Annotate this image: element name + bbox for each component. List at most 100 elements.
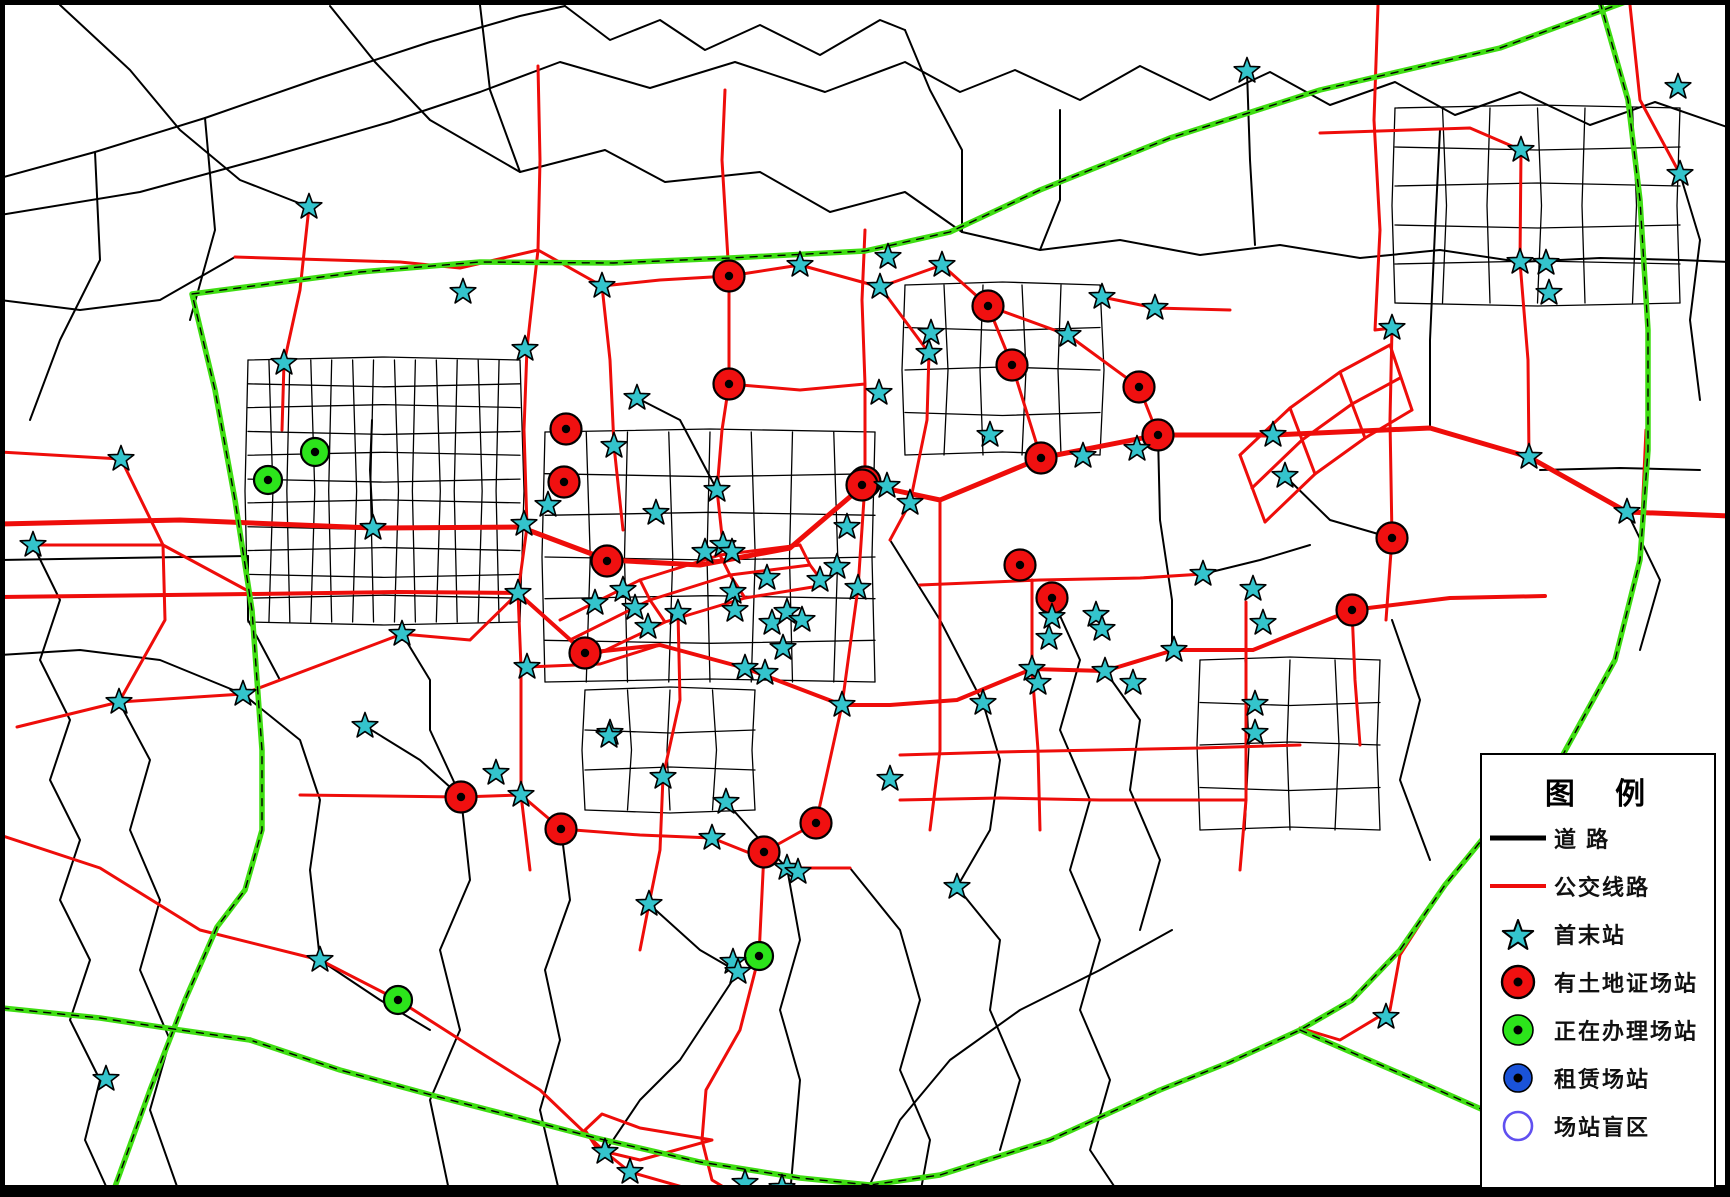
legend-item-label: 首末站 — [1554, 922, 1627, 948]
road-line — [849, 867, 931, 1196]
road-line — [429, 796, 471, 1196]
depot-land-certificate-marker — [1122, 370, 1156, 404]
depot-land-certificate-marker — [544, 812, 578, 846]
depot-land-certificate-marker — [549, 412, 583, 446]
bus-route-line — [1238, 600, 1248, 872]
bus-route-line — [638, 578, 667, 624]
legend-symbol — [1482, 866, 1554, 906]
road-grid-line — [1199, 786, 1381, 792]
bus-route-line — [898, 743, 1302, 757]
terminal-station-star-marker — [786, 250, 814, 277]
bus-route-line — [15, 591, 520, 729]
road-grid-line — [1486, 107, 1491, 304]
road-line — [364, 725, 462, 798]
terminal-station-star-marker — [609, 575, 637, 602]
legend-item-depot-leased: 租赁场站 — [1482, 1054, 1714, 1101]
terminal-station-star-marker — [721, 595, 749, 622]
legend-title: 图 例 — [1544, 778, 1662, 811]
terminal-station-star-marker — [642, 498, 670, 525]
bus-route-line — [1250, 376, 1402, 490]
terminal-station-star-marker — [1035, 623, 1063, 650]
terminal-station-star-marker — [591, 1137, 619, 1164]
road-grid-line — [666, 689, 671, 811]
bus-route-line — [1384, 326, 1394, 622]
terminal-station-star-marker — [635, 889, 663, 916]
terminal-station-star-marker — [806, 565, 834, 592]
bus-route-line — [1518, 148, 1531, 459]
depot-blind-area-icon — [1502, 1110, 1534, 1141]
road-line — [59, 4, 310, 208]
terminal-station-star-marker — [712, 787, 740, 814]
road-grid-line — [1394, 302, 1681, 307]
road-grid-line — [1391, 107, 1396, 304]
road-line — [1104, 670, 1161, 931]
road-line — [1626, 511, 1661, 651]
ring-road-dash — [1, 1007, 251, 1041]
road-line — [401, 633, 462, 798]
terminal-station-star-marker — [691, 537, 719, 564]
road-line — [1679, 173, 1701, 401]
terminal-station-star-marker — [1141, 293, 1169, 320]
bus-route-line — [1030, 578, 1042, 832]
terminal-station-star-marker — [865, 378, 893, 405]
map-border — [0, 0, 5, 1197]
terminal-station-star-marker — [1613, 497, 1641, 524]
road-grid-line — [1057, 284, 1062, 456]
bus-route-line — [878, 285, 931, 542]
bus-route-icon — [1490, 883, 1546, 888]
road-grid-line — [544, 511, 876, 516]
terminal-station-star-marker — [595, 721, 623, 748]
legend-symbol — [1482, 914, 1554, 954]
bus-route-line — [1318, 126, 1523, 152]
road-grid-line — [544, 595, 876, 600]
bus-route-line — [0, 425, 1730, 568]
terminal-station-star-marker — [1038, 602, 1066, 629]
road-grid-line — [584, 686, 756, 691]
bus-route-line — [918, 572, 1205, 587]
ring-road-dash — [249, 1039, 871, 1186]
road-line — [1157, 434, 1173, 654]
road-line — [189, 117, 216, 321]
map-border — [0, 0, 1730, 5]
road-grid-line — [247, 383, 521, 388]
terminal-station-star-marker — [1123, 434, 1151, 461]
road-grid-line — [788, 431, 794, 683]
terminal-station-star-marker — [634, 612, 662, 639]
depot-land-certificate-marker — [444, 780, 478, 814]
road-line — [0, 555, 249, 561]
bus-route-line — [0, 833, 702, 1194]
terminal-station-star-marker — [616, 1157, 644, 1184]
bus-route-line — [525, 643, 662, 669]
map-border — [1725, 0, 1730, 1197]
terminal-station-star-marker — [534, 490, 562, 517]
bus-route-line — [986, 304, 1160, 437]
bus-route-line — [1628, 3, 1682, 176]
road-line — [564, 5, 906, 56]
terminal-station-star-marker — [449, 277, 477, 304]
road-line — [319, 959, 431, 1031]
road-grid-line — [328, 359, 333, 623]
road-line — [1519, 257, 1730, 263]
road-grid-line — [668, 431, 674, 683]
road-line — [648, 903, 739, 973]
road-grid-line — [904, 411, 1101, 417]
terminal-station-star-marker — [828, 690, 856, 717]
bus-route-line — [898, 796, 1248, 802]
road-grid-line — [435, 359, 441, 623]
depot-in-progress-marker — [299, 436, 331, 468]
terminal-station-star-marker — [823, 552, 851, 579]
terminal-station-star-marker — [649, 762, 677, 789]
terminal-station-star-marker — [507, 780, 535, 807]
terminal-station-star-marker — [107, 444, 135, 471]
bus-route-line — [1372, 3, 1394, 332]
legend-item-label: 场站盲区 — [1554, 1114, 1651, 1140]
terminal-station-star-marker — [943, 872, 971, 899]
road-grid-line — [1199, 701, 1381, 707]
terminal-station-star-marker — [969, 688, 997, 715]
terminal-station-star-marker — [1372, 1002, 1400, 1029]
legend-symbol — [1482, 962, 1554, 1002]
road-grid-line — [901, 284, 906, 456]
road-grid-line — [544, 473, 876, 478]
bus-route-line — [600, 284, 625, 532]
terminal-station-star-marker — [896, 488, 924, 515]
